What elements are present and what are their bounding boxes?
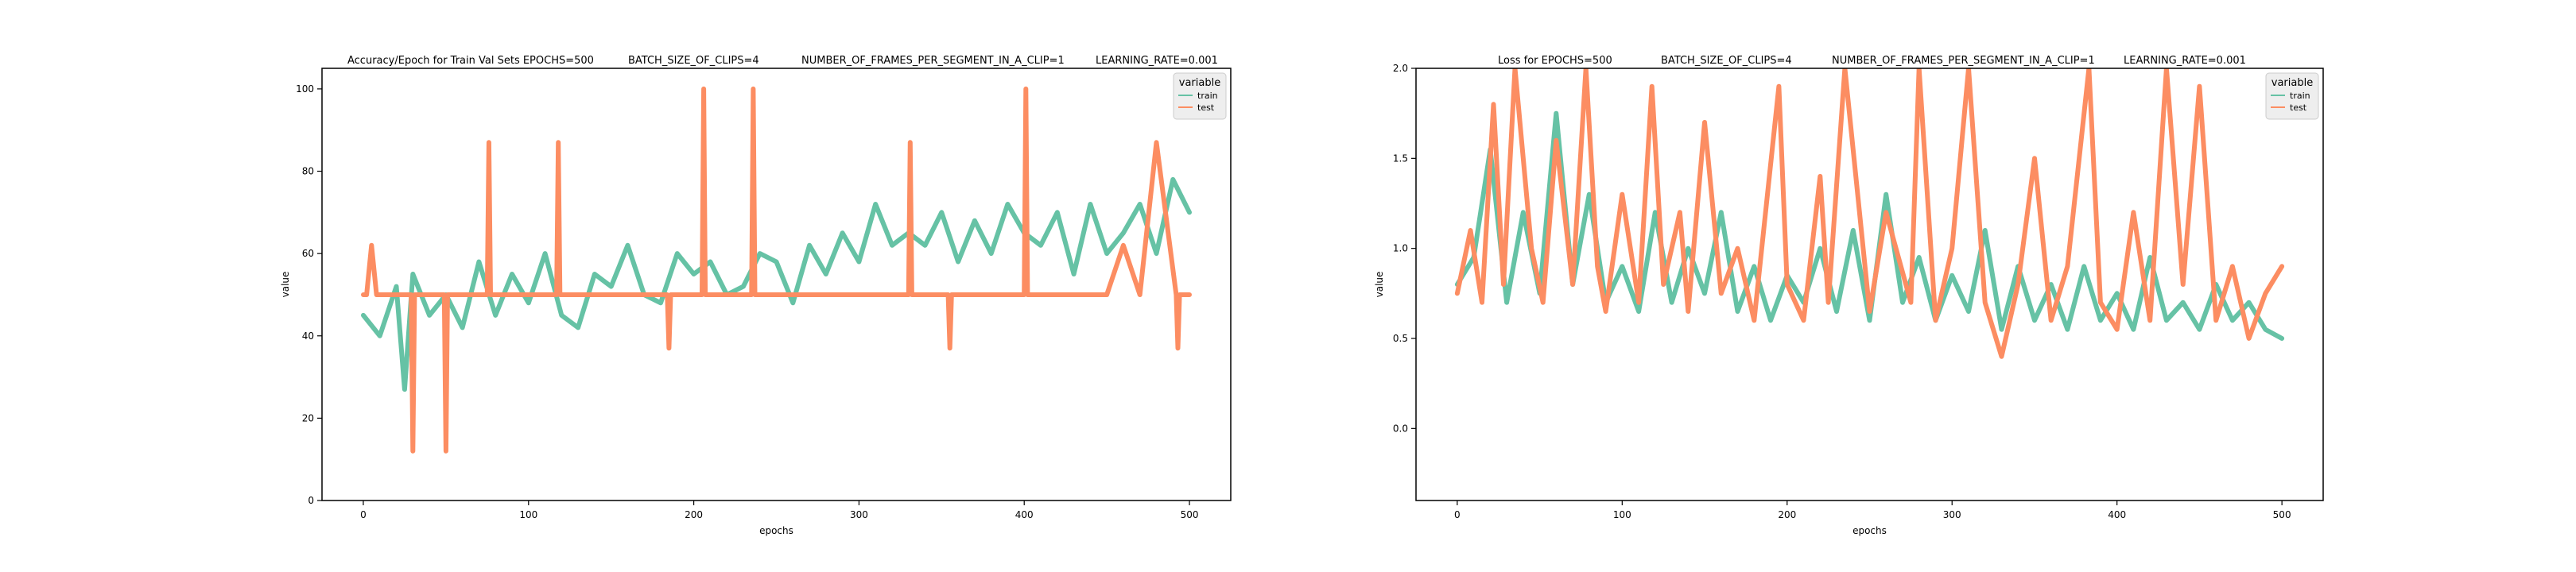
x-tick-label: 400	[1015, 509, 1034, 520]
series-line-test	[1454, 68, 2285, 359]
x-tick-label: 500	[2273, 509, 2291, 520]
chart-1: Accuracy/Epoch for Train Val Sets EPOCHS…	[280, 55, 1232, 536]
y-tick-label: 100	[296, 83, 314, 95]
plot-area	[321, 68, 1232, 501]
x-tick-label: 200	[1778, 509, 1796, 520]
y-tick-label: 1.5	[1393, 153, 1408, 164]
y-tick-label: 0	[308, 495, 314, 506]
x-tick-label: 0	[1454, 509, 1461, 520]
x-tick-label: 100	[519, 509, 537, 520]
legend-title: variable	[1179, 77, 1220, 89]
y-axis-label: value	[1374, 272, 1385, 298]
x-axis-label: epochs	[759, 525, 793, 536]
x-axis-label: epochs	[1852, 525, 1887, 536]
x-tick-label: 400	[2108, 509, 2126, 520]
x-tick-label: 300	[850, 509, 868, 520]
y-tick-label: 1.0	[1393, 243, 1408, 254]
chart-title-part: LEARNING_RATE=0.001	[1096, 55, 1218, 67]
x-tick-label: 200	[685, 509, 703, 520]
legend-label-test: test	[1197, 102, 1215, 113]
chart-title-part: Loss for EPOCHS=500	[1498, 55, 1612, 67]
y-tick-label: 80	[302, 166, 314, 177]
series-line-test	[361, 86, 1192, 454]
x-tick-label: 500	[1181, 509, 1199, 520]
legend-title: variable	[2271, 77, 2313, 89]
y-tick-label: 20	[302, 412, 314, 423]
chart-title-part: LEARNING_RATE=0.001	[2124, 55, 2246, 67]
x-tick-label: 0	[360, 509, 367, 520]
y-tick-label: 0.5	[1393, 333, 1408, 344]
legend-label-train: train	[1197, 91, 1218, 101]
y-tick-label: 60	[302, 248, 314, 259]
chart-title-part: BATCH_SIZE_OF_CLIPS=4	[1661, 55, 1792, 67]
chart-title-part: NUMBER_OF_FRAMES_PER_SEGMENT_IN_A_CLIP=1	[801, 55, 1065, 67]
legend-label-test: test	[2290, 102, 2307, 113]
x-tick-label: 300	[1943, 509, 1961, 520]
plot-area	[1415, 68, 2324, 501]
y-axis-label: value	[280, 272, 291, 298]
chart-2: Loss for EPOCHS=500 BATCH_SIZE_OF_CLIPS=4…	[1374, 55, 2324, 536]
y-tick-label: 0.0	[1393, 423, 1408, 434]
chart-title-part: NUMBER_OF_FRAMES_PER_SEGMENT_IN_A_CLIP=1	[1832, 55, 2095, 67]
y-tick-label: 2.0	[1393, 63, 1408, 74]
chart-title-part: Accuracy/Epoch for Train Val Sets EPOCHS…	[347, 55, 594, 67]
legend-label-train: train	[2290, 91, 2310, 101]
chart-title-part: BATCH_SIZE_OF_CLIPS=4	[628, 55, 759, 67]
y-tick-label: 40	[302, 330, 314, 342]
x-tick-label: 100	[1613, 509, 1631, 520]
